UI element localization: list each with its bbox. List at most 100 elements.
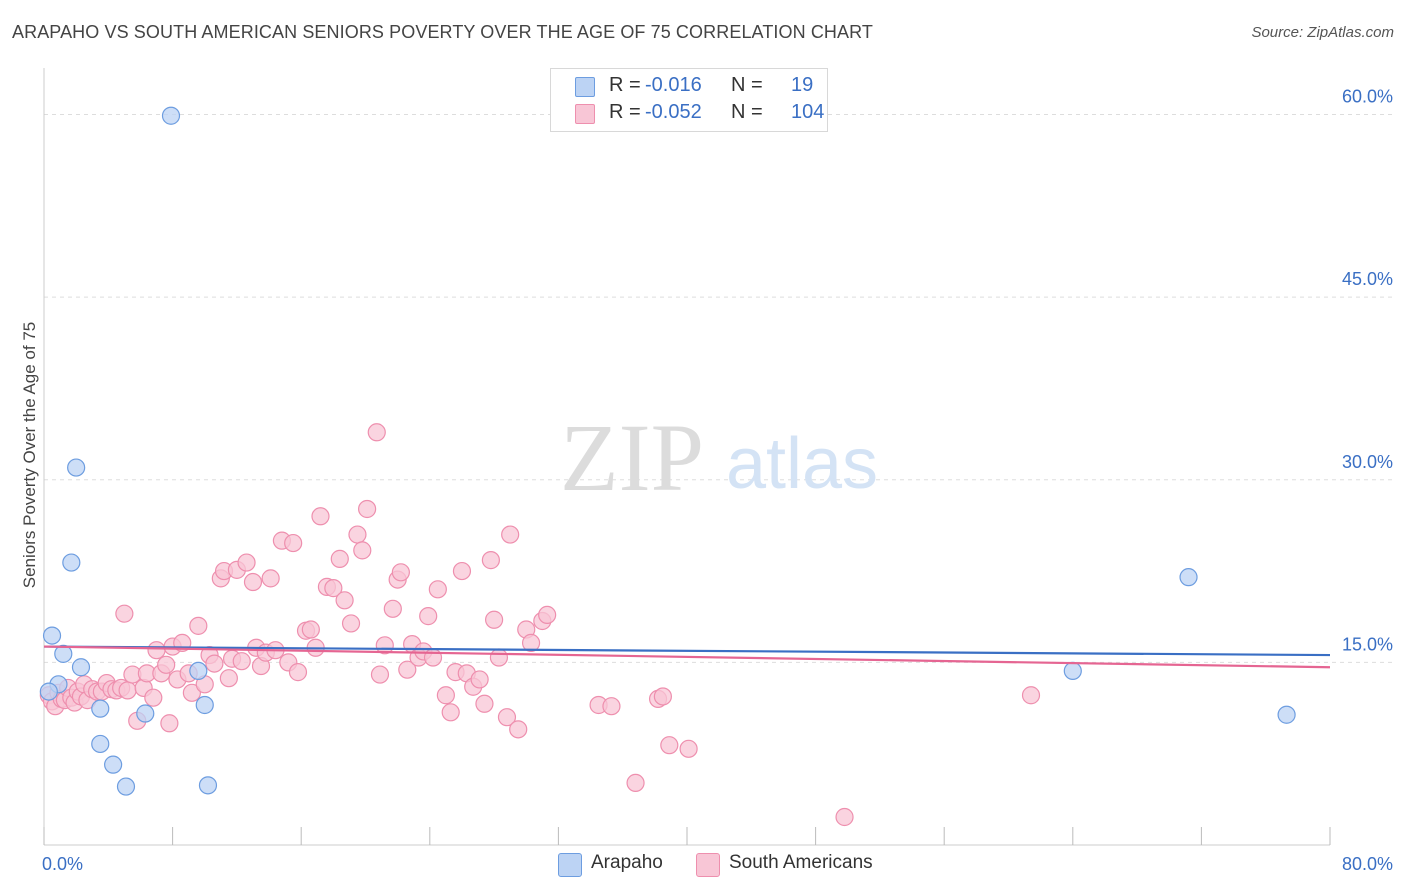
south-americans-point — [205, 654, 224, 673]
south-americans-point — [653, 687, 672, 706]
arapaho-point — [1179, 568, 1198, 587]
tick-labels: 15.0% 30.0% 45.0% 60.0% 0.0% 80.0% — [42, 87, 1393, 874]
south-americans-point — [679, 739, 698, 758]
arapaho-point — [62, 553, 81, 572]
chart-source: Source: ZipAtlas.com — [1251, 24, 1394, 41]
chart-title: ARAPAHO VS SOUTH AMERICAN SENIORS POVERT… — [12, 22, 873, 42]
south-americans-point — [521, 633, 541, 653]
south-americans-point — [398, 660, 417, 679]
arapaho-point — [1063, 661, 1082, 681]
correlation-legend: R = -0.016 N = 19 R = -0.052 N = 104 — [550, 68, 828, 132]
legend-r-label: R = — [609, 101, 641, 123]
legend-n-value: 104 — [791, 101, 825, 123]
south-americans-point — [157, 655, 176, 674]
arapaho-swatch — [575, 77, 595, 97]
south-americans-point — [341, 614, 361, 633]
arapaho-point — [195, 695, 214, 715]
south-americans-point — [261, 569, 280, 588]
south-americans-point — [311, 507, 330, 526]
south-americans-point — [115, 604, 134, 623]
y-axis-label: Seniors Poverty Over the Age of 75 — [20, 321, 39, 589]
arapaho-point — [67, 458, 86, 477]
south-americans-point — [144, 688, 163, 707]
arapaho-trend-line — [43, 645, 1331, 657]
arapaho-legend-swatch — [558, 853, 582, 877]
south-americans-point — [428, 580, 447, 599]
arapaho-point — [161, 106, 181, 125]
south-americans-point — [423, 648, 443, 667]
y-tick-label: 45.0% — [1342, 269, 1393, 289]
arapaho-legend-label: Arapaho — [591, 852, 663, 873]
watermark-atlas: atlas — [726, 424, 878, 504]
south-americans-point — [335, 591, 354, 610]
south-americans-point — [358, 499, 377, 519]
south-americans-point — [189, 616, 208, 635]
south-americans-point — [367, 423, 386, 442]
south-americans-point — [509, 720, 528, 739]
y-tick-label: 15.0% — [1342, 634, 1393, 654]
south-americans-point — [660, 736, 679, 755]
south-americans-points — [39, 423, 1041, 827]
arapaho-point — [116, 777, 136, 796]
arapaho-point — [1277, 705, 1296, 724]
south-americans-point — [626, 773, 645, 793]
arapaho-points — [39, 106, 1296, 796]
south-americans-point — [501, 525, 520, 544]
south-americans-point — [348, 525, 367, 544]
arapaho-point — [39, 682, 58, 701]
south-americans-trend-line — [43, 645, 1331, 669]
south-americans-point — [383, 599, 402, 618]
legend-r-label: R = — [609, 74, 641, 96]
south-americans-point — [288, 663, 308, 682]
south-americans-point — [147, 641, 166, 660]
south-americans-point — [391, 563, 410, 582]
arapaho-point — [71, 658, 91, 677]
south-americans-point — [118, 681, 137, 700]
south-americans-legend-swatch — [696, 853, 720, 877]
x-tick-label-min: 0.0% — [42, 854, 83, 874]
x-tick-label-max: 80.0% — [1342, 854, 1393, 874]
south-americans-point — [324, 579, 343, 598]
south-americans-point — [485, 610, 504, 629]
south-americans-point — [353, 541, 372, 560]
arapaho-point — [104, 755, 123, 774]
south-americans-point — [835, 807, 854, 827]
arapaho-point — [136, 704, 155, 723]
arapaho-point — [198, 776, 218, 795]
south-americans-point — [419, 607, 438, 626]
south-americans-swatch — [575, 104, 595, 124]
south-americans-point — [470, 670, 489, 689]
trend-lines — [43, 645, 1331, 669]
south-americans-legend-label: South Americans — [729, 852, 873, 873]
legend-r-value: -0.016 — [645, 74, 702, 96]
south-americans-point — [370, 665, 390, 684]
south-americans-point — [243, 572, 263, 592]
south-americans-point — [301, 620, 320, 639]
legend-n-label: N = — [731, 74, 763, 96]
south-americans-point — [237, 553, 256, 572]
legend-r-value: -0.052 — [645, 101, 702, 123]
watermark-zip: ZIP — [560, 404, 704, 511]
south-americans-point — [497, 708, 517, 727]
south-americans-point — [219, 669, 238, 688]
south-americans-point — [232, 652, 251, 671]
y-tick-label: 30.0% — [1342, 452, 1393, 472]
south-americans-point — [182, 683, 201, 702]
south-americans-point — [452, 561, 472, 581]
south-americans-point — [1021, 686, 1041, 705]
south-americans-point — [441, 703, 460, 722]
legend-n-value: 19 — [791, 74, 814, 96]
south-americans-point — [330, 549, 349, 568]
zipatlas-watermark: ZIP atlas — [560, 404, 878, 511]
arapaho-point — [91, 734, 110, 754]
arapaho-point — [42, 626, 62, 645]
y-tick-label: 60.0% — [1342, 87, 1393, 107]
south-americans-point — [475, 694, 494, 713]
south-americans-point — [602, 697, 621, 716]
arapaho-point — [189, 661, 208, 681]
arapaho-point — [54, 644, 73, 663]
south-americans-point — [538, 605, 557, 625]
arapaho-point — [91, 699, 110, 718]
south-americans-point — [160, 714, 179, 733]
